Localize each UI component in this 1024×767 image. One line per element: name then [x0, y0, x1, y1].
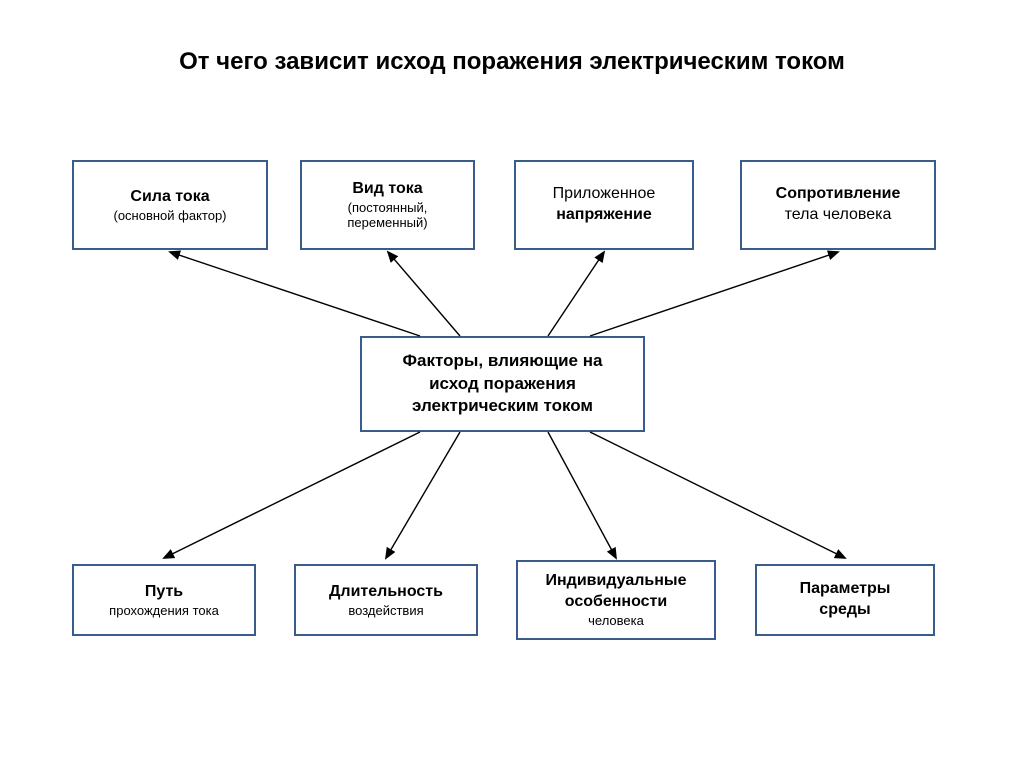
node-sub-a: (постоянный,: [348, 200, 428, 216]
node-sub: воздействия: [348, 603, 423, 619]
center-line-3: электрическим током: [412, 395, 593, 418]
node-label: Длительность: [329, 582, 443, 603]
node-label: Сила тока: [130, 187, 209, 208]
node-label-1: Приложенное: [553, 184, 656, 205]
node-path: Путь прохождения тока: [72, 564, 256, 636]
node-applied-voltage: Приложенное напряжение: [514, 160, 694, 250]
page-title: От чего зависит исход поражения электрич…: [0, 48, 1024, 76]
node-label: Вид тока: [352, 179, 422, 200]
node-label-1: Параметры: [800, 579, 891, 600]
node-label-2: особенности: [565, 592, 667, 613]
node-label-1: Сопротивление: [776, 184, 901, 205]
node-sub: прохождения тока: [109, 603, 219, 619]
node-current-strength: Сила тока (основной фактор): [72, 160, 268, 250]
node-label-2: среды: [819, 600, 870, 621]
node-sub: человека: [588, 613, 644, 629]
node-current-type: Вид тока (постоянный, переменный): [300, 160, 475, 250]
center-line-2: исход поражения: [429, 373, 576, 396]
node-environment: Параметры среды: [755, 564, 935, 636]
node-label: Путь: [145, 582, 183, 603]
node-body-resistance: Сопротивление тела человека: [740, 160, 936, 250]
center-line-1: Факторы, влияющие на: [403, 350, 603, 373]
node-label-2: напряжение: [556, 205, 652, 226]
node-label-1: Индивидуальные: [546, 571, 687, 592]
node-individual: Индивидуальные особенности человека: [516, 560, 716, 640]
node-duration: Длительность воздействия: [294, 564, 478, 636]
node-label-2: тела человека: [785, 205, 892, 226]
node-sub: (основной фактор): [113, 208, 226, 224]
center-node: Факторы, влияющие на исход поражения эле…: [360, 336, 645, 432]
node-sub-b: переменный): [347, 215, 427, 231]
